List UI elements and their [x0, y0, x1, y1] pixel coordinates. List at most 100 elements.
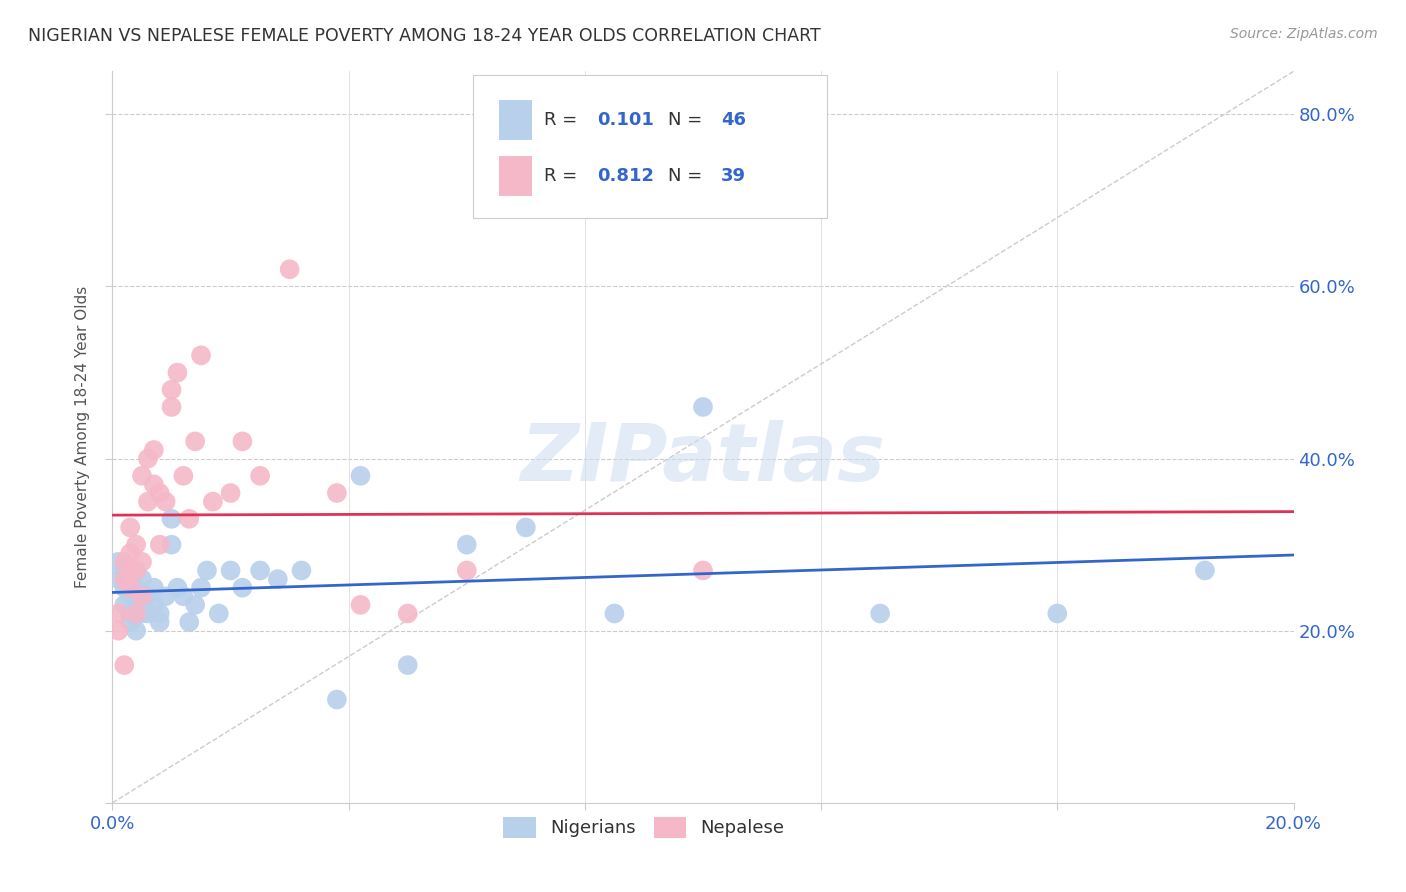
- Point: [267, 572, 290, 586]
- Point: [184, 598, 207, 612]
- Point: [184, 434, 207, 449]
- Point: [201, 494, 224, 508]
- Point: [107, 572, 129, 586]
- Point: [107, 555, 129, 569]
- Point: [249, 468, 271, 483]
- Point: [160, 512, 183, 526]
- Point: [456, 564, 478, 578]
- Point: [142, 442, 165, 457]
- Point: [231, 434, 253, 449]
- Point: [278, 262, 301, 277]
- Point: [515, 520, 537, 534]
- Point: [869, 607, 891, 621]
- Point: [131, 555, 153, 569]
- Point: [112, 598, 135, 612]
- Point: [131, 589, 153, 603]
- Point: [603, 607, 626, 621]
- Point: [112, 658, 135, 673]
- Point: [125, 538, 148, 552]
- Point: [149, 486, 172, 500]
- Point: [231, 581, 253, 595]
- Legend: Nigerians, Nepalese: Nigerians, Nepalese: [496, 810, 792, 845]
- Point: [120, 564, 142, 578]
- Point: [290, 564, 312, 578]
- Point: [692, 564, 714, 578]
- Point: [131, 589, 153, 603]
- Point: [249, 564, 271, 578]
- Point: [190, 581, 212, 595]
- Point: [179, 615, 201, 629]
- Text: 39: 39: [721, 167, 745, 185]
- Point: [172, 468, 194, 483]
- Point: [456, 538, 478, 552]
- Point: [179, 512, 201, 526]
- Point: [112, 564, 135, 578]
- Point: [142, 477, 165, 491]
- Point: [166, 366, 188, 380]
- Point: [190, 348, 212, 362]
- Point: [326, 692, 349, 706]
- Point: [149, 615, 172, 629]
- Point: [195, 564, 218, 578]
- Point: [160, 383, 183, 397]
- Point: [142, 598, 165, 612]
- Point: [120, 572, 142, 586]
- Point: [125, 624, 148, 638]
- Point: [160, 400, 183, 414]
- Point: [120, 546, 142, 560]
- Text: R =: R =: [544, 112, 582, 129]
- Point: [136, 589, 159, 603]
- Point: [692, 400, 714, 414]
- Point: [136, 494, 159, 508]
- Point: [120, 615, 142, 629]
- FancyBboxPatch shape: [499, 156, 531, 196]
- Point: [107, 607, 129, 621]
- Point: [149, 607, 172, 621]
- Point: [326, 486, 349, 500]
- FancyBboxPatch shape: [499, 100, 531, 140]
- Point: [396, 658, 419, 673]
- Y-axis label: Female Poverty Among 18-24 Year Olds: Female Poverty Among 18-24 Year Olds: [75, 286, 90, 588]
- Text: 0.101: 0.101: [596, 112, 654, 129]
- Point: [112, 572, 135, 586]
- Point: [120, 520, 142, 534]
- Point: [112, 555, 135, 569]
- Point: [349, 468, 371, 483]
- Point: [166, 581, 188, 595]
- Point: [155, 589, 177, 603]
- Point: [349, 598, 371, 612]
- Point: [120, 589, 142, 603]
- Point: [149, 538, 172, 552]
- Text: 46: 46: [721, 112, 745, 129]
- Point: [120, 581, 142, 595]
- Text: NIGERIAN VS NEPALESE FEMALE POVERTY AMONG 18-24 YEAR OLDS CORRELATION CHART: NIGERIAN VS NEPALESE FEMALE POVERTY AMON…: [28, 27, 821, 45]
- Point: [160, 538, 183, 552]
- Text: R =: R =: [544, 167, 582, 185]
- Text: N =: N =: [668, 112, 707, 129]
- Point: [396, 607, 419, 621]
- Text: 0.812: 0.812: [596, 167, 654, 185]
- Point: [125, 564, 148, 578]
- Point: [131, 572, 153, 586]
- FancyBboxPatch shape: [472, 75, 827, 218]
- Point: [107, 624, 129, 638]
- Text: N =: N =: [668, 167, 707, 185]
- Point: [1046, 607, 1069, 621]
- Point: [136, 451, 159, 466]
- Point: [131, 468, 153, 483]
- Point: [142, 581, 165, 595]
- Point: [125, 581, 148, 595]
- Point: [120, 607, 142, 621]
- Point: [136, 607, 159, 621]
- Point: [219, 486, 242, 500]
- Text: ZIPatlas: ZIPatlas: [520, 420, 886, 498]
- Point: [155, 494, 177, 508]
- Point: [112, 581, 135, 595]
- Point: [219, 564, 242, 578]
- Point: [125, 607, 148, 621]
- Point: [172, 589, 194, 603]
- Point: [1194, 564, 1216, 578]
- Point: [125, 598, 148, 612]
- Point: [131, 607, 153, 621]
- Point: [208, 607, 231, 621]
